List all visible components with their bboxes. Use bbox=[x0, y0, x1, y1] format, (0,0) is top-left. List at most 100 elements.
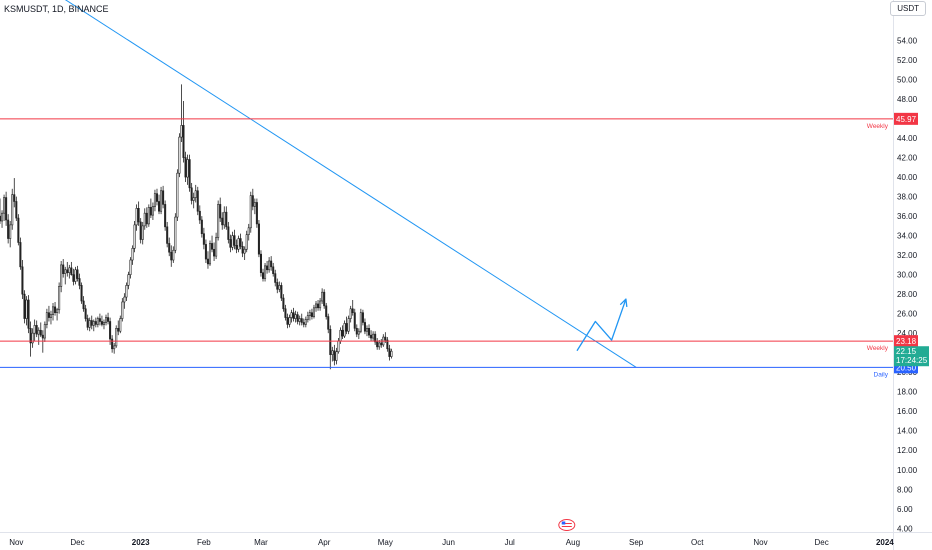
candle-body bbox=[284, 308, 287, 318]
candle-body bbox=[123, 296, 126, 303]
candle-body bbox=[51, 306, 55, 315]
candle-body bbox=[92, 321, 95, 326]
candle-body bbox=[105, 317, 108, 323]
candle bbox=[29, 321, 32, 357]
candle-body bbox=[168, 243, 171, 253]
candle-body bbox=[261, 272, 265, 279]
candle-body bbox=[15, 201, 18, 219]
candle bbox=[370, 330, 373, 341]
candle-body bbox=[359, 312, 362, 332]
candle bbox=[312, 304, 315, 319]
price-axis[interactable]: 4.00 6.00 8.00 10.00 12.00 14.00 16.00 18.00 20.… bbox=[894, 37, 929, 534]
candle-body bbox=[88, 320, 91, 328]
price-tick-label: 8.00 bbox=[897, 485, 913, 494]
candle bbox=[139, 218, 142, 244]
candle bbox=[200, 216, 203, 238]
time-axis[interactable]: Nov Dec 2023 Feb Mar Apr May Jun Jul Aug Sep Oct Nov… bbox=[9, 519, 894, 548]
candle bbox=[327, 313, 330, 334]
candle bbox=[155, 188, 159, 206]
candle-body bbox=[327, 316, 330, 330]
candle bbox=[160, 186, 163, 215]
candle bbox=[184, 151, 187, 182]
candle-body bbox=[310, 312, 313, 317]
candle bbox=[380, 339, 383, 348]
candle-body bbox=[82, 300, 85, 310]
candle-body bbox=[145, 212, 148, 225]
candle-body bbox=[90, 320, 93, 326]
candle-body bbox=[66, 269, 69, 273]
last-price-value: 22.15 bbox=[896, 347, 917, 356]
candle-body bbox=[386, 339, 389, 350]
candle bbox=[335, 347, 338, 365]
candle bbox=[359, 308, 362, 334]
candle bbox=[315, 300, 318, 312]
candle-body bbox=[235, 245, 238, 250]
candle bbox=[255, 198, 258, 228]
candle-body bbox=[255, 202, 258, 225]
candle-body bbox=[247, 227, 250, 235]
candle-body bbox=[98, 318, 101, 322]
price-tick-label: 38.00 bbox=[897, 193, 918, 202]
candle bbox=[361, 309, 364, 326]
price-tick-label: 12.00 bbox=[897, 446, 918, 455]
candle bbox=[39, 322, 42, 338]
candle bbox=[64, 266, 67, 285]
candle bbox=[170, 245, 173, 267]
candle-body bbox=[62, 264, 65, 274]
candle bbox=[180, 84, 183, 142]
candle-body bbox=[121, 301, 124, 319]
candle-body bbox=[1, 212, 4, 222]
candle bbox=[294, 310, 297, 323]
candle-body bbox=[331, 350, 334, 355]
candle bbox=[0, 198, 2, 224]
candle bbox=[172, 246, 175, 263]
time-tick-label: Oct bbox=[691, 538, 704, 547]
time-tick-label: Aug bbox=[566, 538, 580, 547]
candle-body bbox=[109, 321, 112, 340]
candle-body bbox=[333, 350, 336, 361]
candle bbox=[325, 302, 328, 320]
price-tick-label: 28.00 bbox=[897, 290, 918, 299]
candle bbox=[343, 320, 346, 339]
candle-body bbox=[274, 273, 277, 283]
price-tick-label: 18.00 bbox=[897, 388, 918, 397]
candle bbox=[151, 202, 154, 221]
candle-body bbox=[54, 306, 57, 313]
candle bbox=[47, 305, 50, 322]
candle-body bbox=[335, 351, 338, 361]
candle bbox=[306, 311, 309, 323]
candle bbox=[76, 265, 79, 282]
candle-body bbox=[39, 329, 42, 336]
candle bbox=[233, 229, 236, 250]
candle bbox=[145, 207, 148, 228]
candle-body bbox=[376, 341, 379, 348]
candle-body bbox=[278, 285, 281, 290]
candle bbox=[1, 210, 4, 228]
level-price-tag: 45.97 bbox=[894, 112, 918, 125]
candle-body bbox=[5, 197, 8, 221]
candle-body bbox=[129, 259, 132, 275]
candle bbox=[88, 317, 91, 332]
candle bbox=[5, 191, 8, 226]
candle bbox=[355, 324, 358, 338]
candle bbox=[19, 237, 22, 270]
candle-body bbox=[131, 248, 134, 261]
event-flag-outline bbox=[558, 519, 576, 531]
candle-body bbox=[35, 325, 38, 335]
price-tick-label: 54.00 bbox=[897, 37, 918, 46]
candle-body bbox=[266, 265, 269, 271]
candle bbox=[333, 344, 336, 366]
candle bbox=[223, 206, 226, 229]
candle bbox=[192, 192, 195, 209]
candle bbox=[9, 220, 12, 248]
candle-body bbox=[198, 210, 201, 221]
candle-body bbox=[11, 194, 14, 226]
candle bbox=[137, 201, 140, 226]
candle-body bbox=[206, 258, 209, 265]
candle bbox=[111, 335, 114, 353]
price-tick-label: 34.00 bbox=[897, 232, 918, 241]
candle bbox=[264, 262, 267, 282]
candle-body bbox=[176, 172, 179, 218]
currency-selector[interactable]: USDT bbox=[890, 1, 926, 16]
